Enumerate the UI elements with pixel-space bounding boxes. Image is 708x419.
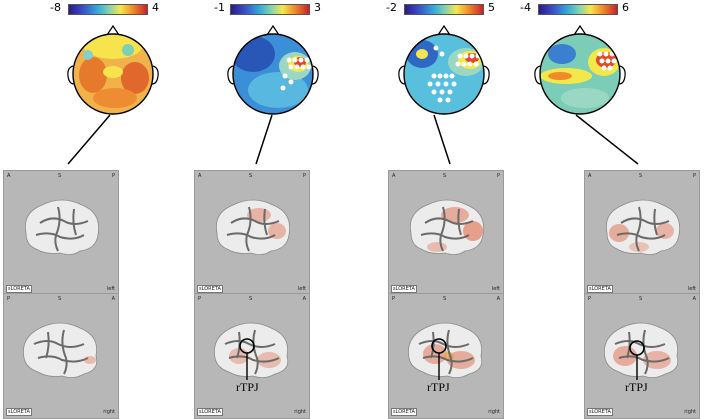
panel-left-hemisphere: A S P sLORETA left <box>584 170 700 296</box>
label-posterior: P <box>198 296 202 302</box>
hemisphere-label: left <box>106 286 115 292</box>
hemisphere-label: right <box>103 409 115 415</box>
label-anterior: A <box>7 173 11 179</box>
hemisphere-label: right <box>294 409 306 415</box>
colorbar-gradient <box>538 4 618 15</box>
hemisphere-label: right <box>684 409 696 415</box>
colorbar: -8 4 <box>28 2 198 16</box>
brain-right-view <box>407 322 483 380</box>
rtpj-label: rTPJ <box>427 380 450 394</box>
colorbar: -2 5 <box>362 2 532 16</box>
panel-left-hemisphere: A S P sLORETA left <box>3 170 119 296</box>
colorbar: -1 3 <box>188 2 358 16</box>
label-posterior: P <box>7 296 11 302</box>
rtpj-label: rTPJ <box>625 380 648 394</box>
colorbar-max: 3 <box>314 1 321 14</box>
label-anterior: A <box>111 296 115 302</box>
label-superior: S <box>443 173 447 179</box>
hemisphere-label: right <box>488 409 500 415</box>
topomap <box>67 24 159 115</box>
colorbar-min: -4 <box>520 1 531 14</box>
topomap <box>398 24 490 115</box>
colorbar-gradient <box>404 4 484 15</box>
colorbar-max: 5 <box>488 1 495 14</box>
connector-line <box>67 114 111 165</box>
label-anterior: A <box>302 296 306 302</box>
brain-left-view <box>24 199 100 255</box>
label-superior: S <box>58 173 62 179</box>
hemisphere-label: left <box>491 286 500 292</box>
panel-left-hemisphere: A S P sLORETA left <box>388 170 504 296</box>
panel-left-hemisphere: A S P sLORETA left <box>194 170 310 296</box>
label-posterior: P <box>392 296 396 302</box>
hemisphere-label: left <box>297 286 306 292</box>
colorbar: -4 6 <box>520 2 690 16</box>
hemisphere-label: left <box>687 286 696 292</box>
software-badge: sLORETA <box>6 285 32 293</box>
brain-right-view <box>213 322 289 380</box>
label-superior: S <box>249 173 253 179</box>
label-anterior: A <box>692 296 696 302</box>
brain-right-view <box>603 322 679 380</box>
label-superior: S <box>443 296 447 302</box>
panel-right-hemisphere: P S A rTPJ sLORETA right <box>194 293 310 419</box>
label-superior: S <box>249 296 253 302</box>
panel-right-hemisphere: P S A rTPJ sLORETA right <box>388 293 504 419</box>
software-badge: sLORETA <box>587 285 613 293</box>
label-superior: S <box>639 296 643 302</box>
software-badge: sLORETA <box>391 285 417 293</box>
label-superior: S <box>639 173 643 179</box>
brain-left-view <box>409 199 485 255</box>
panel-right-hemisphere: P S A sLORETA right <box>3 293 119 419</box>
connector-line <box>575 114 639 165</box>
label-anterior: A <box>198 173 202 179</box>
colorbar-max: 4 <box>152 1 159 14</box>
software-badge: sLORETA <box>391 408 417 416</box>
label-posterior: P <box>496 173 500 179</box>
connector-line <box>255 114 273 165</box>
panel-right-hemisphere: P S A rTPJ sLORETA right <box>584 293 700 419</box>
software-badge: sLORETA <box>587 408 613 416</box>
label-anterior: A <box>588 173 592 179</box>
label-anterior: A <box>392 173 396 179</box>
label-posterior: P <box>588 296 592 302</box>
brain-left-view <box>215 199 291 255</box>
column-1: -8 4 A S P sLORETA left <box>3 0 198 419</box>
software-badge: sLORETA <box>197 408 223 416</box>
brain-left-view <box>605 199 681 255</box>
colorbar-min: -2 <box>386 1 397 14</box>
column-4: -4 6 A S P <box>520 0 700 419</box>
colorbar-min: -1 <box>214 1 225 14</box>
topomap <box>227 24 319 115</box>
brain-right-view <box>22 322 98 378</box>
label-posterior: P <box>692 173 696 179</box>
colorbar-gradient <box>68 4 148 15</box>
column-3: -2 5 A S P <box>362 0 532 419</box>
software-badge: sLORETA <box>6 408 32 416</box>
label-posterior: P <box>302 173 306 179</box>
colorbar-min: -8 <box>50 1 61 14</box>
rtpj-label: rTPJ <box>236 380 259 394</box>
colorbar-max: 6 <box>622 1 629 14</box>
label-anterior: A <box>496 296 500 302</box>
topomap <box>534 24 626 115</box>
connector-line <box>433 114 451 165</box>
label-posterior: P <box>111 173 115 179</box>
column-2: -1 3 A S P <box>188 0 358 419</box>
software-badge: sLORETA <box>197 285 223 293</box>
label-superior: S <box>58 296 62 302</box>
colorbar-gradient <box>230 4 310 15</box>
